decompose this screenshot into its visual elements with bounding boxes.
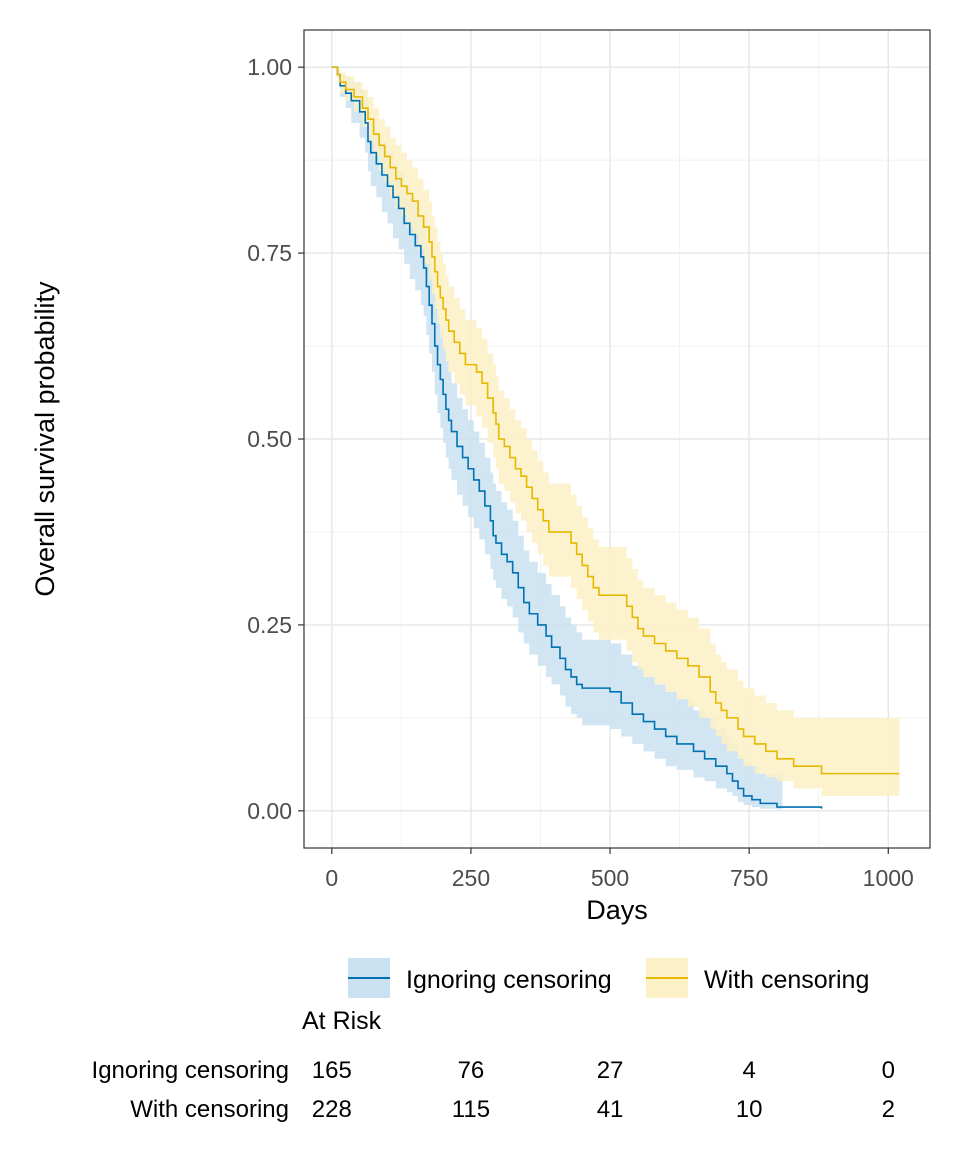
risk-row-label: Ignoring censoring: [92, 1057, 289, 1084]
survival-line-with-censoring: [331, 66, 900, 775]
risk-count: 228: [312, 1096, 352, 1123]
y-tick-label: 1.00: [247, 54, 292, 80]
axes: 0 250 500 750 1000 0.00 0.25 0.50 0.75 1.00: [247, 54, 914, 891]
y-tick-label: 0.75: [247, 240, 292, 266]
x-tick-label: 750: [730, 865, 768, 891]
risk-row-label: With censoring: [130, 1096, 289, 1123]
risk-count: 2: [882, 1096, 895, 1123]
confidence-band-with-censoring: [331, 67, 900, 796]
confidence-bands: [331, 67, 900, 810]
risk-count: 76: [458, 1057, 485, 1084]
x-tick-label: 500: [591, 865, 629, 891]
risk-count: 0: [882, 1057, 895, 1084]
risk-count: 165: [312, 1057, 352, 1084]
survival-curves: [331, 66, 900, 809]
risk-count: 41: [597, 1096, 624, 1123]
risk-count: 10: [736, 1096, 763, 1123]
x-axis-label: Days: [586, 895, 648, 925]
risk-table-title: At Risk: [302, 1007, 382, 1035]
x-tick-label: 250: [452, 865, 490, 891]
y-tick-label: 0.50: [247, 426, 292, 452]
x-tick-label: 0: [325, 865, 338, 891]
y-tick-label: 0.00: [247, 798, 292, 824]
y-tick-label: 0.25: [247, 612, 292, 638]
legend-label-with-censoring: With censoring: [704, 966, 869, 994]
risk-count: 115: [452, 1096, 490, 1123]
risk-count: 27: [597, 1057, 624, 1084]
survival-line-ignoring-censoring: [331, 66, 823, 809]
x-tick-label: 1000: [863, 865, 914, 891]
risk-count: 4: [742, 1057, 755, 1084]
legend-label-ignoring-censoring: Ignoring censoring: [406, 966, 612, 994]
risk-table: At Risk Ignoring censoring 165 76 27 4 0 With …: [92, 1007, 895, 1123]
risk-table-cells: Ignoring censoring 165 76 27 4 0 With censorin…: [92, 1057, 895, 1123]
y-axis-label: Overall survival probability: [30, 281, 60, 597]
legend: Ignoring censoring With censoring: [348, 958, 869, 998]
